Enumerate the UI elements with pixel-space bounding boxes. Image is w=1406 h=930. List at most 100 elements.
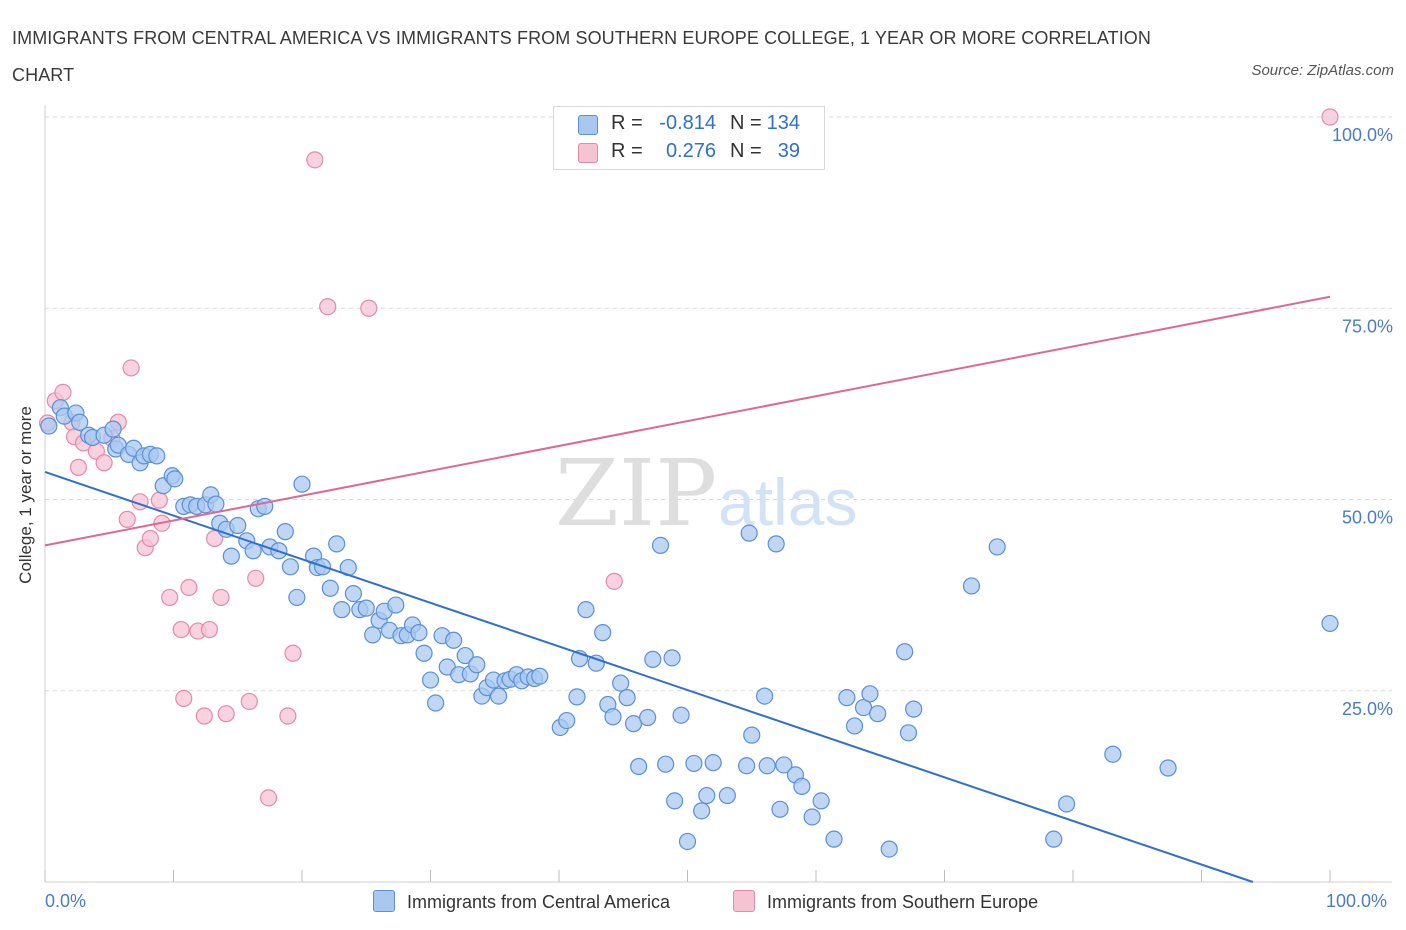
point-central-america [333,601,351,619]
y-tick-label: 100.0% [1332,125,1393,145]
point-central-america [672,706,690,724]
point-central-america [421,671,440,689]
point-southern-europe [69,458,88,476]
point-central-america [880,840,898,858]
n-label: N = [730,140,762,162]
point-central-america [771,800,789,818]
point-central-america [988,538,1006,556]
trend-line-central-america [44,471,1254,883]
point-central-america [612,674,630,692]
point-central-america [618,689,636,707]
point-southern-europe [54,383,72,401]
point-central-america [704,754,722,772]
point-central-america [344,584,362,603]
point-central-america [812,792,830,810]
point-southern-europe [150,491,168,509]
point-central-america [644,650,662,668]
watermark-atlas: atlas [718,465,857,539]
point-central-america [775,756,793,774]
trend-lines [44,295,1331,883]
point-central-america [1104,745,1122,763]
point-central-america [743,726,761,744]
point-central-america [594,624,612,642]
point-central-america [468,656,486,674]
point-southern-europe [212,588,230,607]
point-southern-europe [172,620,190,639]
point-central-america [869,705,887,723]
point-central-america [718,786,736,805]
point-central-america [276,523,294,541]
point-central-america [148,447,166,465]
point-central-america [962,577,981,595]
point-central-america [838,689,856,707]
point-central-america [678,832,697,851]
point-southern-europe [180,578,198,597]
point-southern-europe [161,588,179,607]
point-southern-europe [95,454,113,472]
r-value: 0.276 [665,140,716,162]
gridlines [45,116,1392,692]
point-central-america [415,644,433,662]
point-central-america [854,698,873,717]
y-tick-labels: 100.0% 75.0% 50.0% 25.0% [1332,125,1393,719]
point-southern-europe [195,707,213,725]
point-central-america [755,687,774,705]
point-central-america [40,417,58,435]
point-central-america [321,579,339,597]
point-southern-europe [319,298,337,316]
point-central-america [587,654,605,672]
point-southern-europe [284,644,302,662]
point-central-america [666,792,684,810]
point-central-america [758,757,776,775]
legend-label: Immigrants from Central America [407,892,671,912]
chart-title: IMMIGRANTS FROM CENTRAL AMERICA VS IMMIG… [12,28,1152,85]
n-value: 134 [766,112,800,134]
y-tick-label: 25.0% [1342,699,1393,719]
point-central-america [740,524,758,542]
point-southern-europe [306,151,324,169]
point-central-america [630,757,648,776]
x-tick-left: 0.0% [45,891,87,911]
point-central-america [825,830,843,848]
point-central-america [685,754,703,773]
point-central-america [663,649,681,667]
point-central-america [1159,759,1177,777]
point-southern-europe [360,299,378,317]
point-central-america [558,711,576,730]
x-tick-right: 100.0% [1326,891,1388,911]
point-central-america [905,700,923,718]
point-southern-europe [217,705,235,723]
point-central-america [104,420,122,438]
point-central-america [410,624,428,642]
point-central-america [166,470,184,488]
point-southern-europe [240,692,258,711]
point-central-america [456,646,474,665]
point-central-america [281,558,300,576]
point-southern-europe [247,569,265,587]
y-tick-label: 50.0% [1342,508,1393,528]
point-central-america [288,588,306,607]
point-central-america [604,708,622,726]
point-central-america [899,724,918,742]
axes [44,105,1392,883]
point-southern-europe [141,529,159,548]
point-central-america [793,777,811,795]
point-central-america [738,757,756,775]
point-central-america [490,687,508,705]
source-label: Source: ZipAtlas.com [1251,62,1394,79]
point-central-america [222,547,240,565]
point-central-america [293,475,311,493]
point-central-america [624,715,643,733]
point-central-america [577,601,595,619]
point-southern-europe [175,689,193,708]
legend-swatch-blue [578,115,598,135]
stats-legend: R = -0.814 N = 134 R = 0.276 N = 39 [553,106,825,170]
r-label: R = [611,112,643,134]
point-southern-europe [200,620,219,639]
legend-swatch-pink [733,890,755,912]
point-southern-europe [122,359,140,377]
point-central-america [1045,830,1063,848]
legend-item-southern-europe: Immigrants from Southern Europe [733,890,1038,913]
point-central-america [207,495,225,513]
